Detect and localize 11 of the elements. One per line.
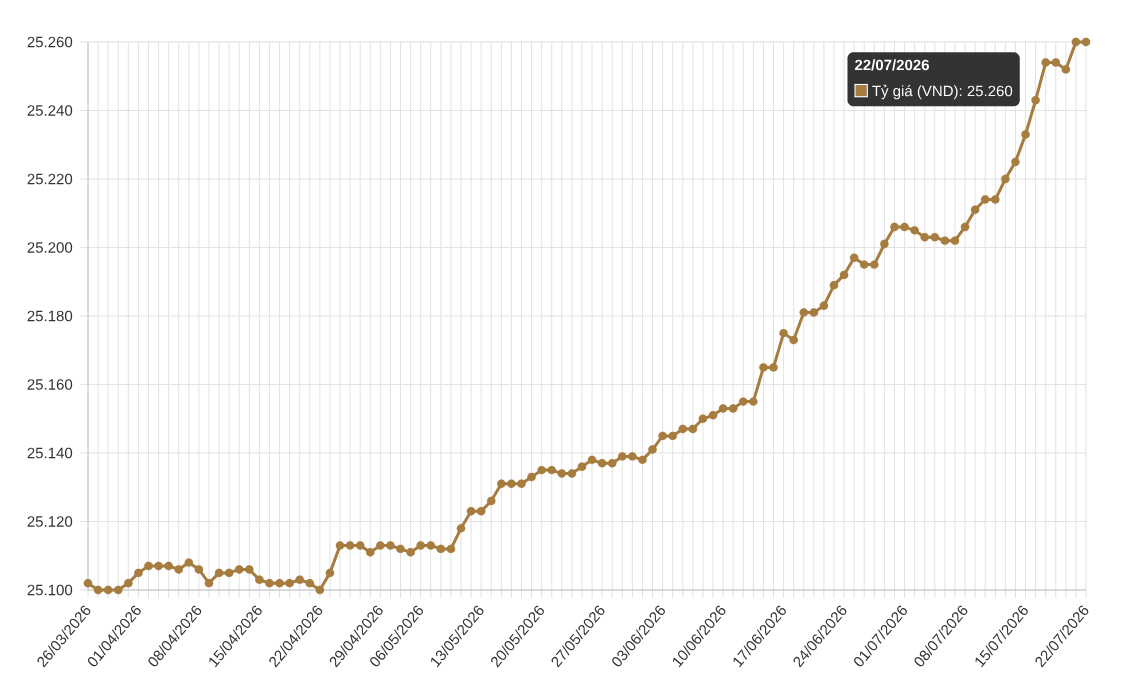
y-tick-label: 25.240 (27, 105, 73, 116)
y-tick-label: 25.140 (27, 447, 73, 459)
y-tick-label: 25.260 (27, 36, 73, 48)
y-tick-label: 25.120 (27, 516, 73, 527)
y-tick-label: 25.220 (27, 173, 73, 185)
annotation: 22/07/2026 (855, 59, 929, 71)
annotation: Tỷ giá (VND): 25.260 (872, 84, 1013, 100)
y-tick-label: 25.200 (27, 242, 73, 253)
y-tick-label: 25.180 (27, 310, 73, 322)
y-tick-label: 25.160 (27, 379, 73, 390)
y-tick-label: 25.100 (27, 584, 73, 596)
